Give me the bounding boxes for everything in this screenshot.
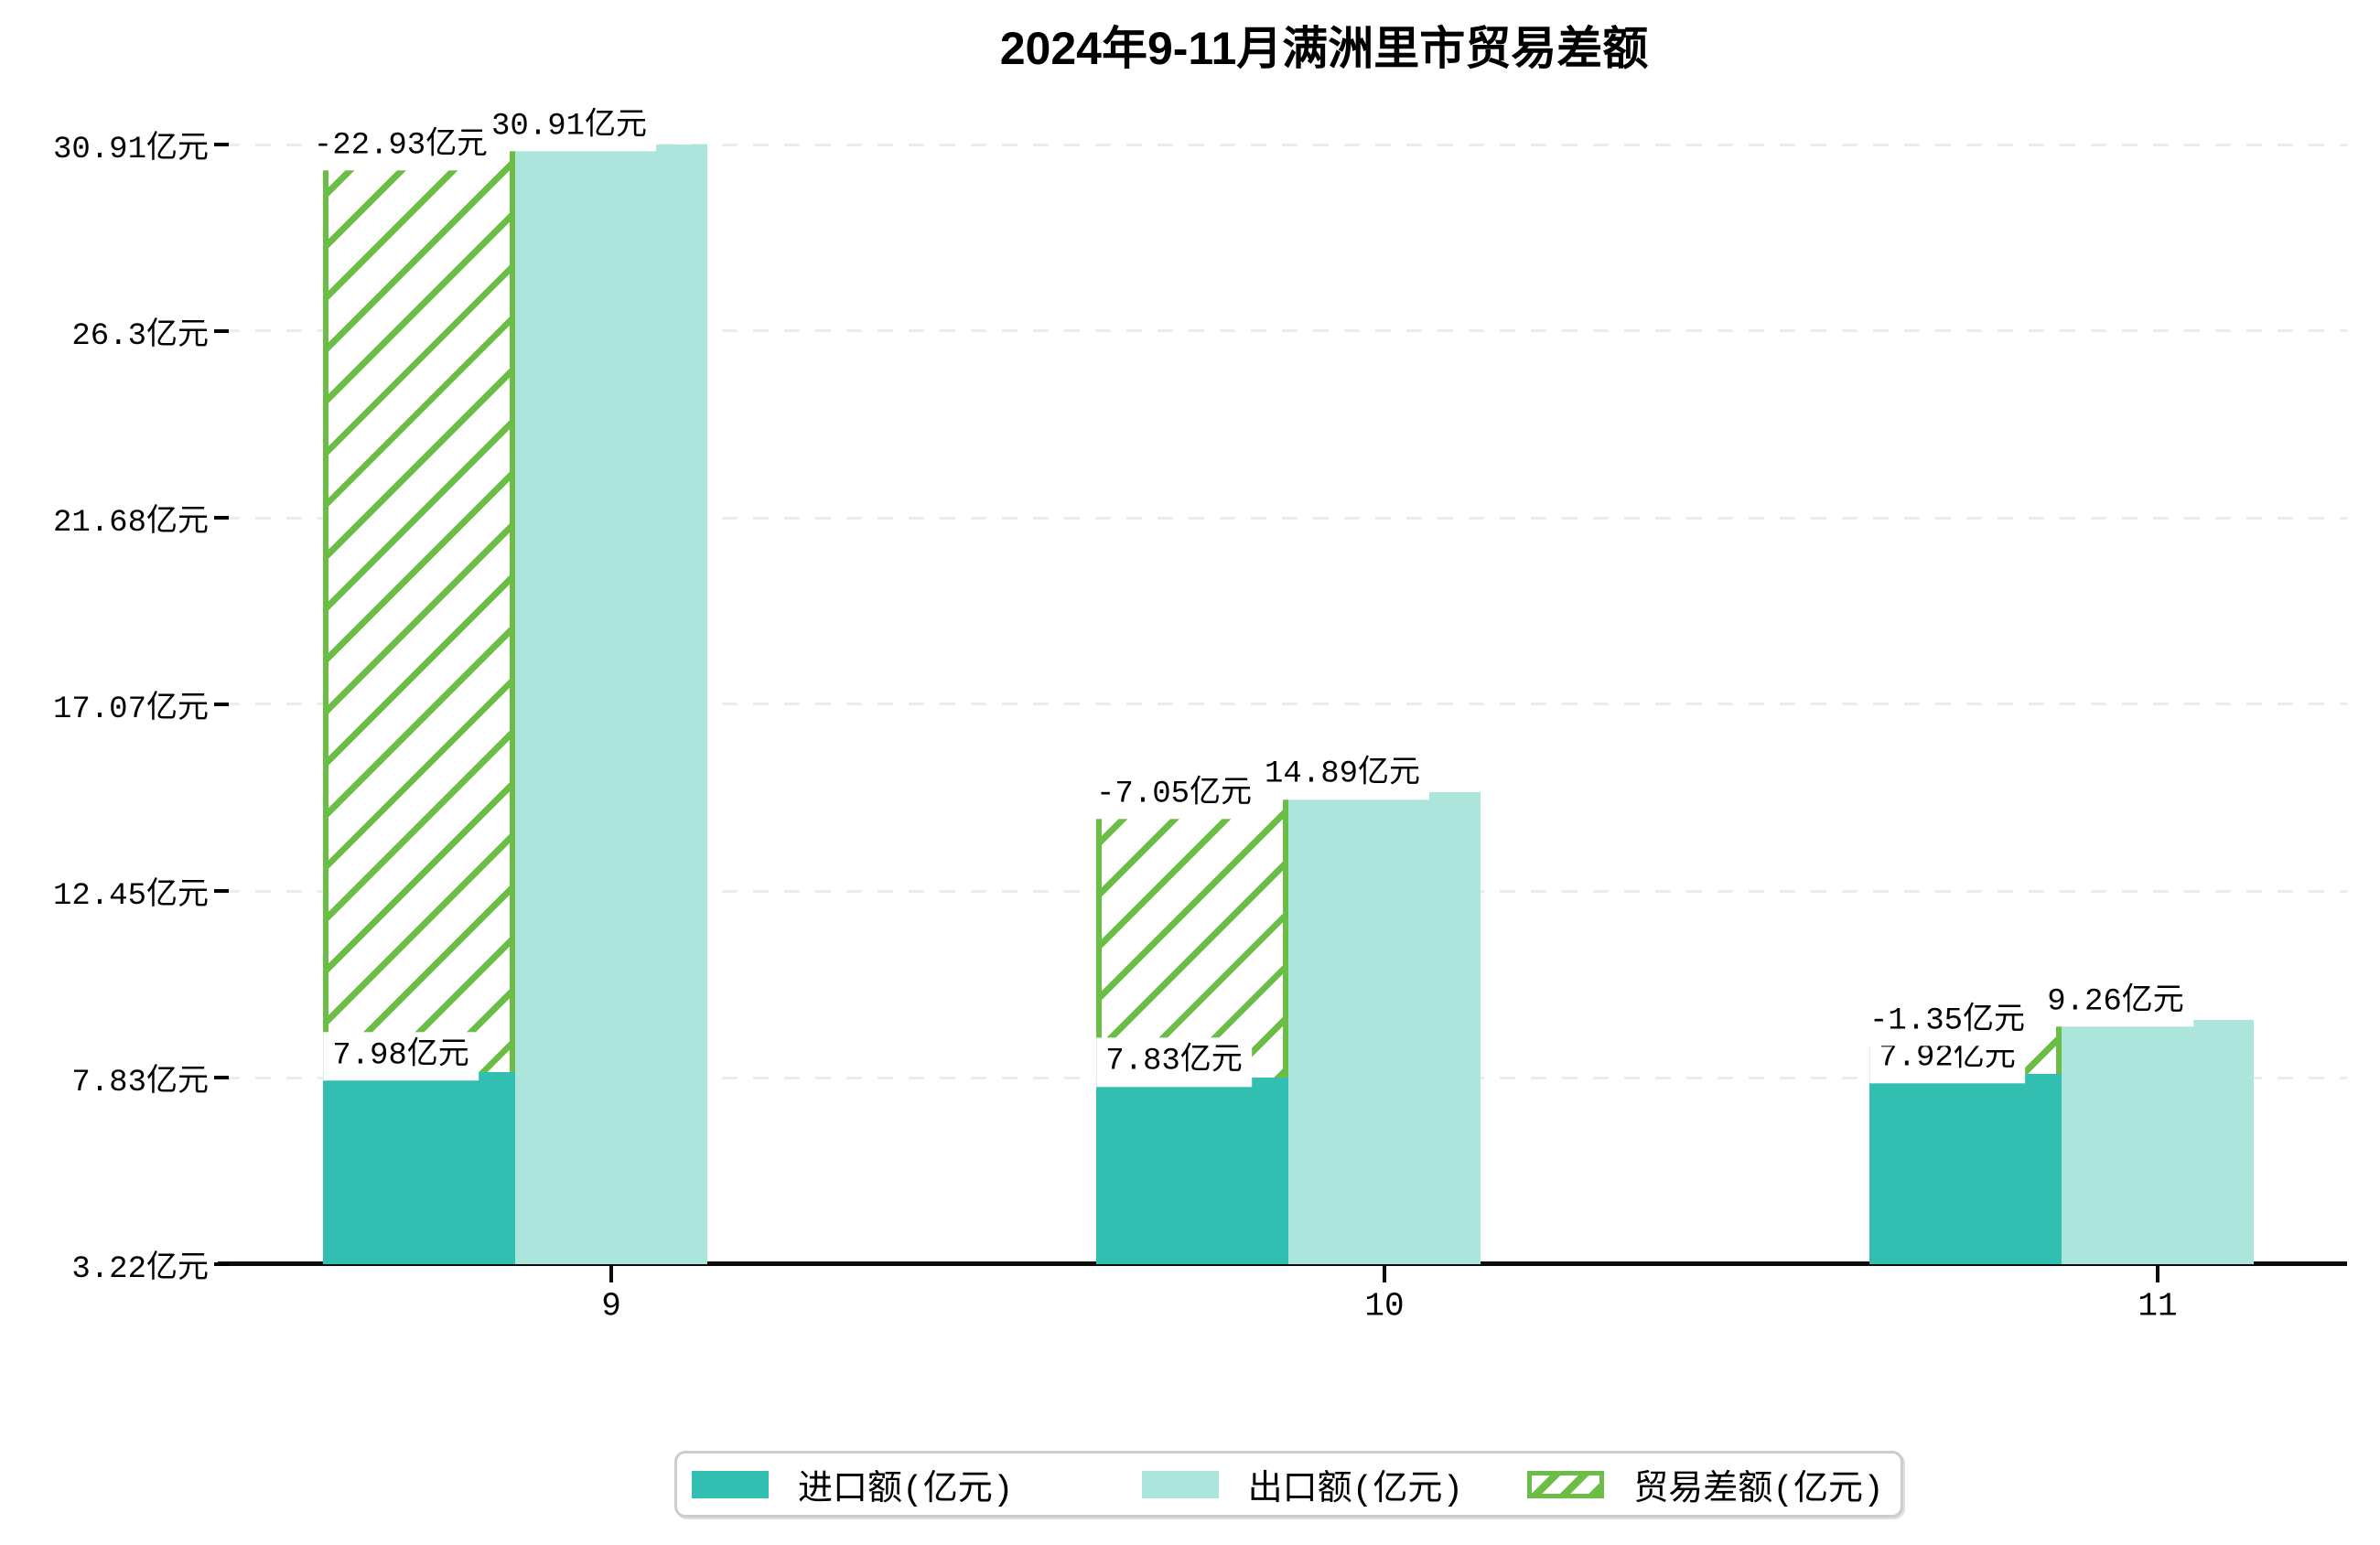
y-tick-mark [214, 143, 229, 146]
data-label-export-month-10: 14.89亿元 [1255, 750, 1430, 799]
legend-swatch-balance [1527, 1470, 1605, 1498]
gridline [224, 143, 2347, 146]
y-tick-label: 21.68亿元 [52, 506, 209, 541]
y-tick-label: 30.91亿元 [52, 133, 209, 167]
y-tick-mark [214, 1076, 229, 1080]
gridline [224, 516, 2347, 520]
data-label-export-month-9: 30.91亿元 [481, 102, 657, 152]
data-label-balance-month-10: -7.05亿元 [1086, 769, 1262, 820]
data-label-import-month-9: 7.98亿元 [323, 1031, 479, 1081]
legend-swatch-export [1141, 1470, 1219, 1498]
x-tick-mark [2156, 1266, 2159, 1282]
x-tick-label-month-9: 9 [601, 1287, 621, 1325]
bar-import-month-10 [1096, 1078, 1288, 1264]
bar-export-month-9 [515, 145, 707, 1264]
x-tick-mark [1383, 1266, 1386, 1282]
legend-label-import: 进口额(亿元) [798, 1470, 1014, 1510]
x-tick-label-month-11: 11 [2138, 1287, 2178, 1325]
gridline [224, 703, 2347, 706]
data-label-export-month-11: 9.26亿元 [2038, 978, 2193, 1027]
legend-label-balance: 贸易差额(亿元) [1633, 1470, 1884, 1510]
y-tick-label: 12.45亿元 [52, 879, 209, 914]
y-tick-mark [214, 889, 229, 893]
legend-swatch-import [692, 1470, 769, 1498]
chart-title: 2024年9-11月满洲里市贸易差额 [999, 23, 1649, 74]
legend-box: 进口额(亿元) 出口额(亿元) 贸易差额(亿元) [674, 1451, 1903, 1518]
legend-item-export: 出口额(亿元) [1141, 1459, 1464, 1510]
data-label-balance-month-11: -1.35亿元 [1859, 996, 2035, 1046]
legend-item-balance: 贸易差额(亿元) [1527, 1459, 1884, 1510]
bar-import-month-9 [323, 1071, 515, 1264]
y-tick-mark [214, 328, 229, 333]
bar-export-month-10 [1288, 792, 1481, 1264]
y-tick-label: 3.22亿元 [71, 1252, 209, 1287]
y-tick-label: 17.07亿元 [52, 692, 209, 727]
y-tick-mark [214, 516, 229, 520]
bar-balance-month-9 [323, 145, 515, 1072]
bar-import-month-11 [1869, 1074, 2062, 1264]
y-tick-mark [214, 1262, 229, 1266]
bar-balance-month-10 [1096, 792, 1288, 1078]
x-tick-mark [609, 1266, 613, 1282]
legend-label-export: 出口额(亿元) [1247, 1470, 1464, 1510]
y-tick-label: 7.83亿元 [71, 1066, 209, 1101]
legend-item-import: 进口额(亿元) [692, 1459, 1014, 1510]
gridline [224, 329, 2347, 333]
data-label-import-month-10: 7.83亿元 [1096, 1037, 1252, 1087]
y-tick-label: 26.3亿元 [71, 318, 209, 354]
y-tick-mark [214, 702, 229, 706]
bar-export-month-11 [2062, 1020, 2254, 1264]
data-label-balance-month-9: -22.93亿元 [304, 122, 498, 171]
x-tick-label-month-10: 10 [1364, 1287, 1405, 1325]
